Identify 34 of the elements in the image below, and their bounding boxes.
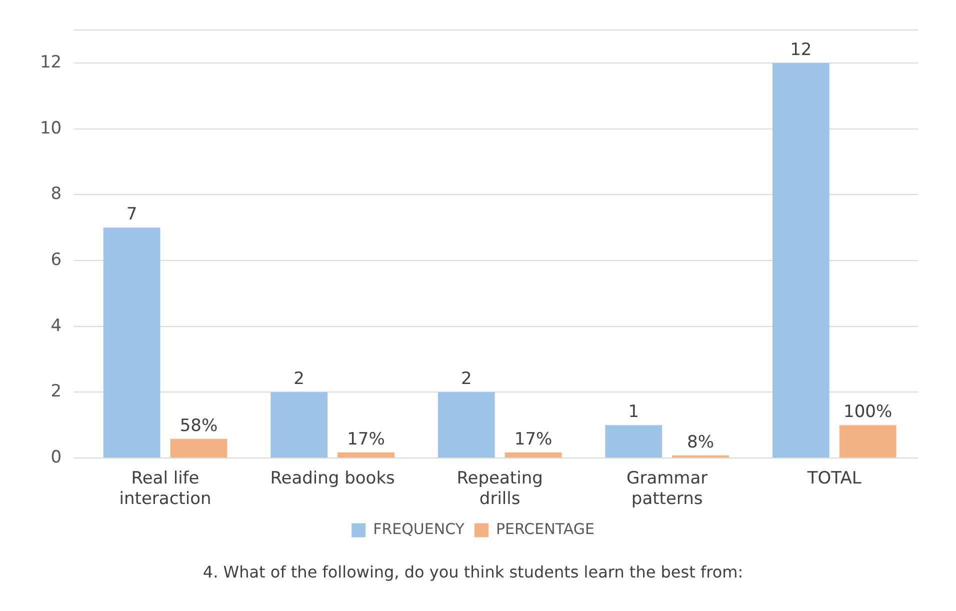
- data-label: 12: [790, 40, 812, 60]
- bar: [103, 228, 160, 458]
- data-label: 17%: [514, 429, 552, 450]
- data-label: 58%: [180, 416, 218, 436]
- y-tick-label: 0: [50, 447, 62, 468]
- data-label: 2: [294, 369, 304, 390]
- y-tick-label: 12: [40, 52, 62, 73]
- bar: [839, 425, 896, 458]
- text: 4. What of the following, do you think students learn the best from:: [202, 562, 744, 582]
- data-label: 100%: [844, 402, 892, 422]
- bar: [338, 452, 394, 458]
- x-tick-label: Reading books: [270, 468, 396, 489]
- y-tick-label: 6: [50, 250, 62, 270]
- bar: [504, 452, 562, 458]
- y-tick-label: 2: [50, 382, 62, 402]
- data-label: 2: [460, 369, 472, 390]
- x-tick-label: TOTAL: [806, 468, 862, 489]
- bar: [270, 392, 328, 458]
- x-tick-label: Grammar patterns: [626, 468, 708, 510]
- bar: [438, 392, 495, 458]
- data-label: 1: [628, 402, 640, 422]
- data-label: 17%: [347, 429, 385, 450]
- data-label: 7: [126, 204, 138, 225]
- data-label: 8%: [687, 432, 714, 452]
- bar: [170, 438, 228, 458]
- y-tick-label: 8: [50, 184, 62, 204]
- legend-label: PERCENTAGE: [496, 520, 594, 538]
- y-tick-label: 4: [50, 316, 62, 336]
- bar: [605, 425, 662, 458]
- legend-label: FREQUENCY: [373, 520, 466, 538]
- y-tick-label: 10: [40, 118, 62, 138]
- x-tick-label: Real life interaction: [119, 468, 212, 510]
- x-tick-label: Repeating drills: [456, 468, 543, 510]
- bar: [772, 63, 830, 458]
